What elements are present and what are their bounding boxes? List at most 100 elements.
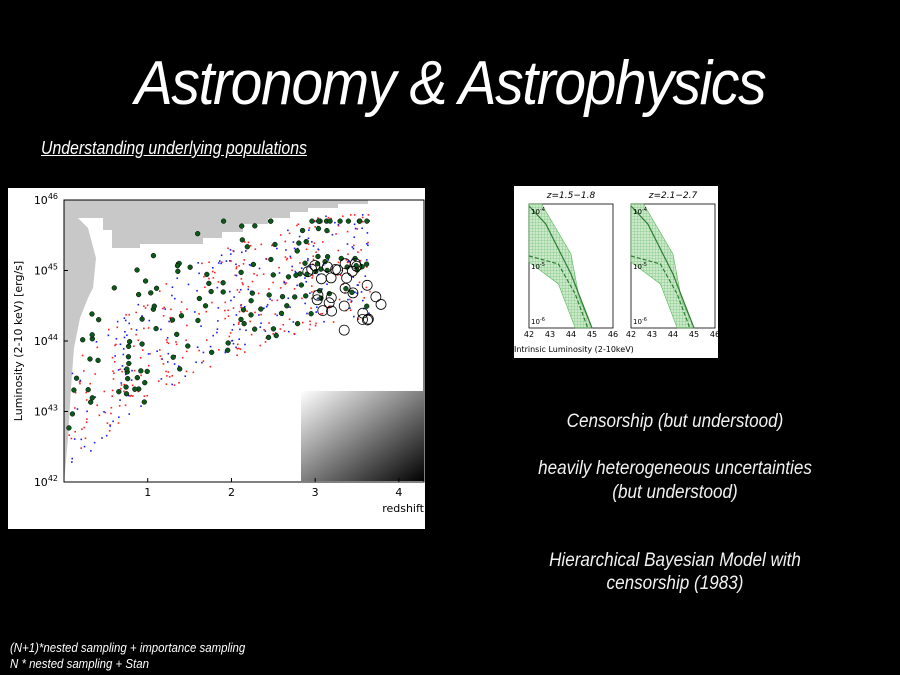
data-point [128, 313, 131, 316]
data-point-green [364, 303, 370, 309]
data-point-green [204, 271, 210, 278]
data-point-green [244, 244, 250, 250]
data-point-green [126, 360, 132, 367]
data-point [110, 412, 112, 415]
data-point [108, 430, 111, 432]
y-tick-label: 10-5 [633, 262, 647, 271]
data-point-green [258, 306, 264, 312]
data-point [253, 272, 255, 275]
data-point-green [249, 290, 255, 296]
data-point [311, 291, 313, 293]
data-point [90, 450, 92, 452]
data-point-green [138, 368, 144, 374]
data-point [245, 329, 247, 332]
density-panel: z=1.5−1.8 42 43 44 45 46 10-4 10-5 10-6 [524, 191, 618, 339]
data-point [214, 271, 216, 274]
data-point [149, 352, 151, 355]
data-point-green [116, 389, 122, 395]
data-point [279, 328, 282, 330]
data-point [160, 328, 162, 331]
highlighted-source [325, 292, 337, 304]
data-point [228, 335, 231, 338]
data-point [285, 282, 287, 284]
data-point [354, 291, 356, 294]
data-point [148, 319, 151, 322]
data-point [283, 281, 286, 284]
dashed-line [528, 255, 589, 329]
data-point [272, 281, 274, 284]
data-point-green [95, 357, 101, 364]
data-point [359, 259, 362, 262]
data-point [171, 286, 174, 289]
data-point [284, 256, 287, 258]
data-point-green [303, 293, 309, 299]
data-point [130, 328, 133, 330]
data-point [244, 305, 246, 308]
data-point [230, 299, 232, 302]
data-point [118, 405, 121, 407]
data-point [168, 320, 170, 323]
highlighted-source [339, 282, 351, 294]
data-point [169, 316, 172, 319]
data-point [326, 283, 328, 286]
data-point-green [202, 303, 209, 309]
data-point [74, 391, 77, 394]
data-point [119, 399, 121, 401]
data-point [147, 327, 150, 329]
data-point [116, 320, 119, 323]
data-point [230, 253, 232, 255]
data-point-green [151, 303, 157, 309]
data-point [165, 370, 167, 373]
data-point [258, 314, 260, 316]
data-point [163, 306, 165, 309]
x-tick-label: 45 [689, 330, 699, 339]
data-point [111, 356, 114, 359]
footer-line-2: N * nested sampling + Stan [10, 656, 149, 671]
data-point-green [89, 332, 95, 338]
data-point [264, 330, 267, 332]
data-point-green [220, 280, 226, 286]
data-point-green [296, 240, 302, 246]
data-point [83, 426, 86, 429]
data-point [216, 328, 219, 330]
data-point [249, 244, 252, 247]
x-tick-label: 44 [668, 330, 678, 339]
data-point [231, 329, 234, 331]
data-point-green [139, 316, 145, 322]
data-point [345, 258, 348, 261]
data-point [113, 372, 115, 375]
data-point [298, 235, 301, 238]
data-point [128, 413, 131, 415]
dashed-line [630, 255, 691, 329]
x-tick-label: 2 [228, 486, 235, 499]
data-point [216, 286, 219, 289]
data-point [314, 220, 316, 222]
data-point [289, 257, 292, 259]
highlighted-source [357, 307, 369, 319]
data-point-green [248, 312, 254, 318]
data-point [135, 311, 137, 314]
data-point-green [208, 288, 214, 295]
data-point-green [80, 337, 86, 343]
data-point [103, 390, 106, 393]
data-point [366, 266, 368, 268]
data-point-green [124, 375, 131, 382]
highlighted-source [362, 313, 374, 325]
data-point [83, 445, 86, 448]
data-point [315, 251, 317, 253]
data-point [240, 278, 243, 280]
data-point [272, 332, 275, 335]
data-point [310, 307, 312, 310]
data-point [321, 312, 324, 315]
data-point [341, 215, 344, 218]
data-point [352, 315, 355, 318]
data-point-green [278, 310, 285, 317]
data-point [299, 262, 301, 264]
data-point-green [134, 267, 140, 273]
data-point [339, 274, 342, 276]
data-point [289, 306, 291, 309]
data-point [308, 227, 311, 229]
data-point-green [349, 289, 355, 296]
data-point [185, 339, 187, 342]
data-point [352, 247, 355, 250]
